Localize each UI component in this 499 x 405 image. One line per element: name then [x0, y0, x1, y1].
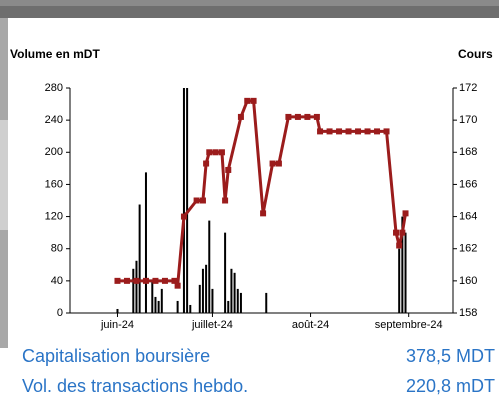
y-tick-label: 160 [45, 178, 63, 190]
volume-bar [404, 232, 407, 313]
price-marker [237, 113, 244, 120]
price-marker [260, 210, 267, 217]
price-marker [133, 277, 140, 284]
price-marker [275, 160, 282, 167]
price-marker [250, 97, 257, 104]
y-tick-label: 80 [51, 243, 63, 255]
x-tick-label: septembre-24 [375, 319, 443, 331]
price-marker [317, 128, 324, 135]
volume-bar [198, 284, 201, 313]
left-border-light [0, 120, 8, 230]
volume-bar [157, 300, 160, 313]
price-marker [142, 277, 149, 284]
volume-bar [186, 88, 189, 313]
summary-value: 378,5 MDT [406, 346, 495, 366]
volume-bar [176, 300, 179, 313]
volume-bar [401, 216, 404, 313]
volume-bar [205, 264, 208, 313]
y2-axis-title: Cours [458, 47, 493, 61]
volume-bar [135, 260, 138, 313]
y-tick-label: 240 [45, 114, 63, 126]
price-marker [206, 149, 213, 156]
price-marker [212, 149, 219, 156]
volume-bar [154, 296, 157, 313]
y-tick-label: 280 [45, 82, 63, 94]
price-marker [294, 113, 301, 120]
price-marker [114, 277, 121, 284]
price-marker [199, 197, 206, 204]
x-tick-label: juin-24 [100, 319, 134, 331]
x-tick-label: juillet-24 [191, 319, 233, 331]
price-marker [193, 197, 200, 204]
y-axis-title: Volume en mDT [10, 47, 100, 61]
price-marker [269, 160, 276, 167]
volume-bar [236, 288, 239, 313]
price-marker [225, 166, 232, 173]
summary-label: Capitalisation boursière [22, 346, 210, 366]
price-marker [174, 282, 181, 289]
price-marker [393, 229, 400, 236]
volume-bar [138, 204, 141, 313]
volume-bar [227, 300, 230, 313]
volume-bar [265, 292, 268, 313]
price-marker [364, 128, 371, 135]
price-marker [383, 128, 390, 135]
price-marker [326, 128, 333, 135]
y-tick-label: 0 [57, 307, 63, 319]
x-tick-label: août-24 [292, 319, 329, 331]
volume-bar [182, 88, 185, 313]
volume-bar [201, 268, 204, 313]
y2-tick-label: 172 [459, 82, 477, 94]
summary-value: 220,8 mDT [406, 376, 495, 396]
volume-bar [239, 292, 242, 313]
volume-bar [398, 248, 401, 313]
y2-tick-label: 168 [459, 146, 477, 158]
top-bar-highlight [0, 0, 499, 6]
y2-tick-label: 160 [459, 275, 477, 287]
y-tick-label: 200 [45, 146, 63, 158]
price-marker [152, 277, 159, 284]
price-marker [244, 97, 251, 104]
volume-bar [224, 232, 227, 313]
y2-tick-label: 158 [459, 307, 477, 319]
price-marker [336, 128, 343, 135]
price-line [117, 99, 408, 288]
volume-bar [230, 268, 233, 313]
price-marker [171, 277, 178, 284]
price-marker [161, 277, 168, 284]
y2-tick-label: 166 [459, 178, 477, 190]
y2-tick-label: 162 [459, 243, 477, 255]
price-marker [399, 229, 406, 236]
price-marker [218, 149, 225, 156]
price-marker [396, 242, 403, 249]
volume-bar [151, 280, 154, 313]
y-tick-label: 40 [51, 275, 63, 287]
y2-tick-label: 164 [459, 210, 477, 222]
price-marker [123, 277, 130, 284]
y-tick-label: 120 [45, 210, 63, 222]
volume-bar [116, 308, 119, 313]
volume-bar [211, 288, 214, 313]
price-marker [222, 197, 229, 204]
price-marker [313, 113, 320, 120]
y2-tick-label: 170 [459, 114, 477, 126]
volume-bar [233, 272, 236, 313]
price-marker [285, 113, 292, 120]
volume-bar [189, 304, 192, 313]
volume-bar [160, 288, 163, 313]
volume-bar [132, 268, 135, 313]
volume-bar [144, 172, 147, 313]
price-marker [304, 113, 311, 120]
price-marker [203, 160, 210, 167]
price-marker [355, 128, 362, 135]
price-marker [345, 128, 352, 135]
volume-bar [208, 220, 211, 313]
price-marker [374, 128, 381, 135]
price-marker [180, 213, 187, 220]
summary-label: Vol. des transactions hebdo. [22, 376, 248, 396]
price-marker [402, 210, 409, 217]
